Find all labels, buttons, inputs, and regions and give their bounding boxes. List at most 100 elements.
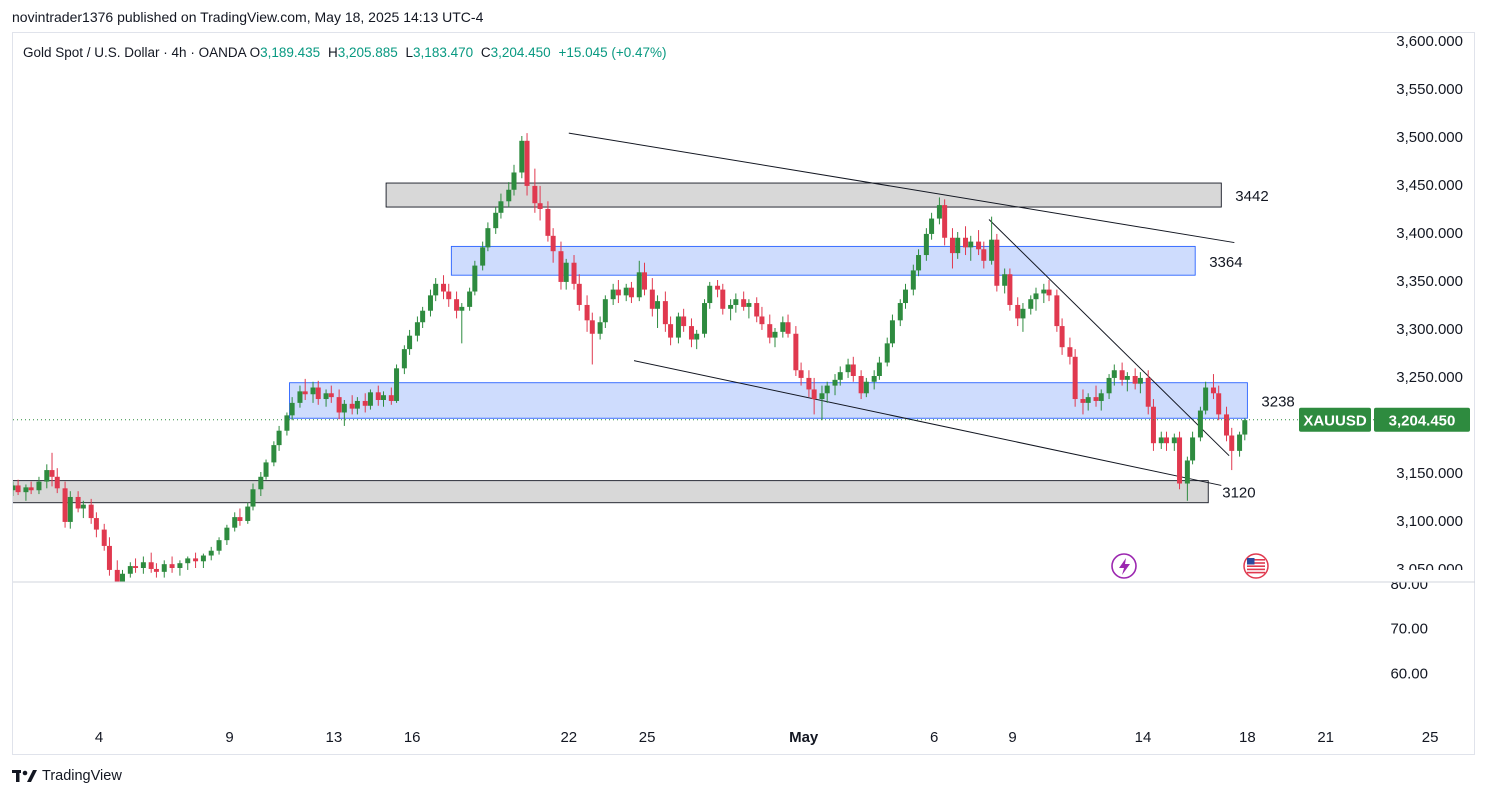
candle — [963, 237, 969, 248]
time-tick: 25 — [1422, 729, 1439, 746]
time-tick: 13 — [326, 729, 343, 746]
candle — [433, 283, 439, 296]
tradingview-brand[interactable]: TradingView — [12, 768, 122, 784]
candle — [1210, 387, 1216, 394]
candle — [472, 265, 478, 292]
candle — [863, 381, 869, 394]
candle — [289, 402, 295, 416]
price-tick: 3,450.000 — [1396, 177, 1463, 194]
candle — [506, 189, 512, 202]
candle — [232, 517, 238, 528]
candle — [936, 205, 942, 219]
candle — [193, 558, 199, 562]
open-label: O — [249, 45, 261, 60]
oscillator-tick: 60.00 — [1390, 665, 1428, 682]
candle — [1072, 356, 1078, 400]
candle — [1046, 289, 1052, 296]
candle — [1137, 377, 1143, 384]
candle — [1203, 387, 1209, 411]
candle — [681, 316, 687, 327]
candle — [336, 397, 342, 413]
price-tag-text: 3,204.450 — [1389, 413, 1456, 430]
candle — [258, 476, 264, 490]
candle — [623, 287, 629, 296]
candle — [394, 368, 400, 401]
candle — [153, 568, 159, 572]
trendline-2 — [633, 360, 1222, 486]
candle — [245, 506, 251, 521]
candle — [628, 287, 634, 298]
candle — [824, 385, 830, 394]
candle — [401, 349, 407, 369]
candle — [902, 289, 908, 304]
candle — [923, 233, 929, 256]
candle — [302, 391, 308, 395]
candle — [610, 289, 616, 300]
candle — [519, 140, 525, 173]
candle — [93, 518, 99, 530]
candle — [798, 370, 804, 378]
candle — [806, 377, 812, 390]
candle — [837, 372, 843, 380]
zone-label-3364: 3364 — [1209, 254, 1242, 271]
flag-stripe — [1247, 562, 1265, 564]
zone-labels-layer: 3442 3364 3238 3120 — [1209, 188, 1295, 502]
candle — [1163, 437, 1169, 444]
candle — [1020, 308, 1026, 319]
candle — [1197, 410, 1203, 438]
candle — [545, 208, 551, 236]
candle — [524, 140, 530, 186]
time-tick: 6 — [930, 729, 938, 746]
candle — [224, 527, 230, 541]
candle — [641, 272, 647, 290]
candle — [772, 331, 778, 338]
candle — [1007, 274, 1013, 305]
candle — [1229, 435, 1235, 451]
price-tick: 3,250.000 — [1396, 369, 1463, 386]
candle — [876, 362, 882, 376]
candle — [480, 247, 486, 266]
oscillator-tick: 70.00 — [1390, 621, 1428, 638]
ohlc-legend: Gold Spot / U.S. Dollar · 4h · OANDA O3,… — [23, 45, 667, 60]
candle — [28, 487, 34, 491]
candle — [119, 573, 125, 582]
time-tick: 9 — [1008, 729, 1016, 746]
candle — [688, 326, 694, 340]
candle — [1237, 434, 1243, 451]
candle — [23, 487, 29, 493]
candle — [388, 395, 394, 401]
candle — [13, 485, 16, 491]
time-tick: 9 — [225, 729, 233, 746]
candle — [1080, 399, 1086, 403]
low-label: L — [405, 45, 414, 60]
candle — [276, 430, 282, 446]
candle — [106, 545, 112, 570]
candle — [1150, 406, 1156, 444]
candle — [420, 310, 426, 323]
candle — [148, 562, 154, 569]
flag-stripe — [1247, 568, 1265, 571]
tradingview-logo-icon — [12, 770, 37, 782]
candle — [493, 212, 499, 229]
candle — [328, 393, 334, 398]
candle — [584, 304, 590, 321]
candle — [649, 289, 655, 309]
candle — [767, 324, 773, 338]
candle — [200, 555, 206, 562]
price-axis: 3,600.000 3,550.000 3,500.000 3,450.000 3,40… — [1396, 33, 1463, 578]
symbol-tag-text: XAUUSD — [1303, 413, 1367, 430]
flag-stripe — [1247, 559, 1265, 561]
candle — [237, 517, 243, 521]
brand-name: TradingView — [42, 768, 122, 784]
candle — [728, 304, 734, 309]
candle — [615, 289, 621, 296]
candle — [15, 485, 21, 493]
close-label: C — [480, 45, 491, 60]
candle — [161, 564, 167, 572]
chart-frame[interactable] — [12, 32, 1475, 755]
candle — [1242, 420, 1248, 435]
candle — [897, 303, 903, 321]
candle — [67, 496, 73, 522]
candle — [889, 320, 895, 344]
